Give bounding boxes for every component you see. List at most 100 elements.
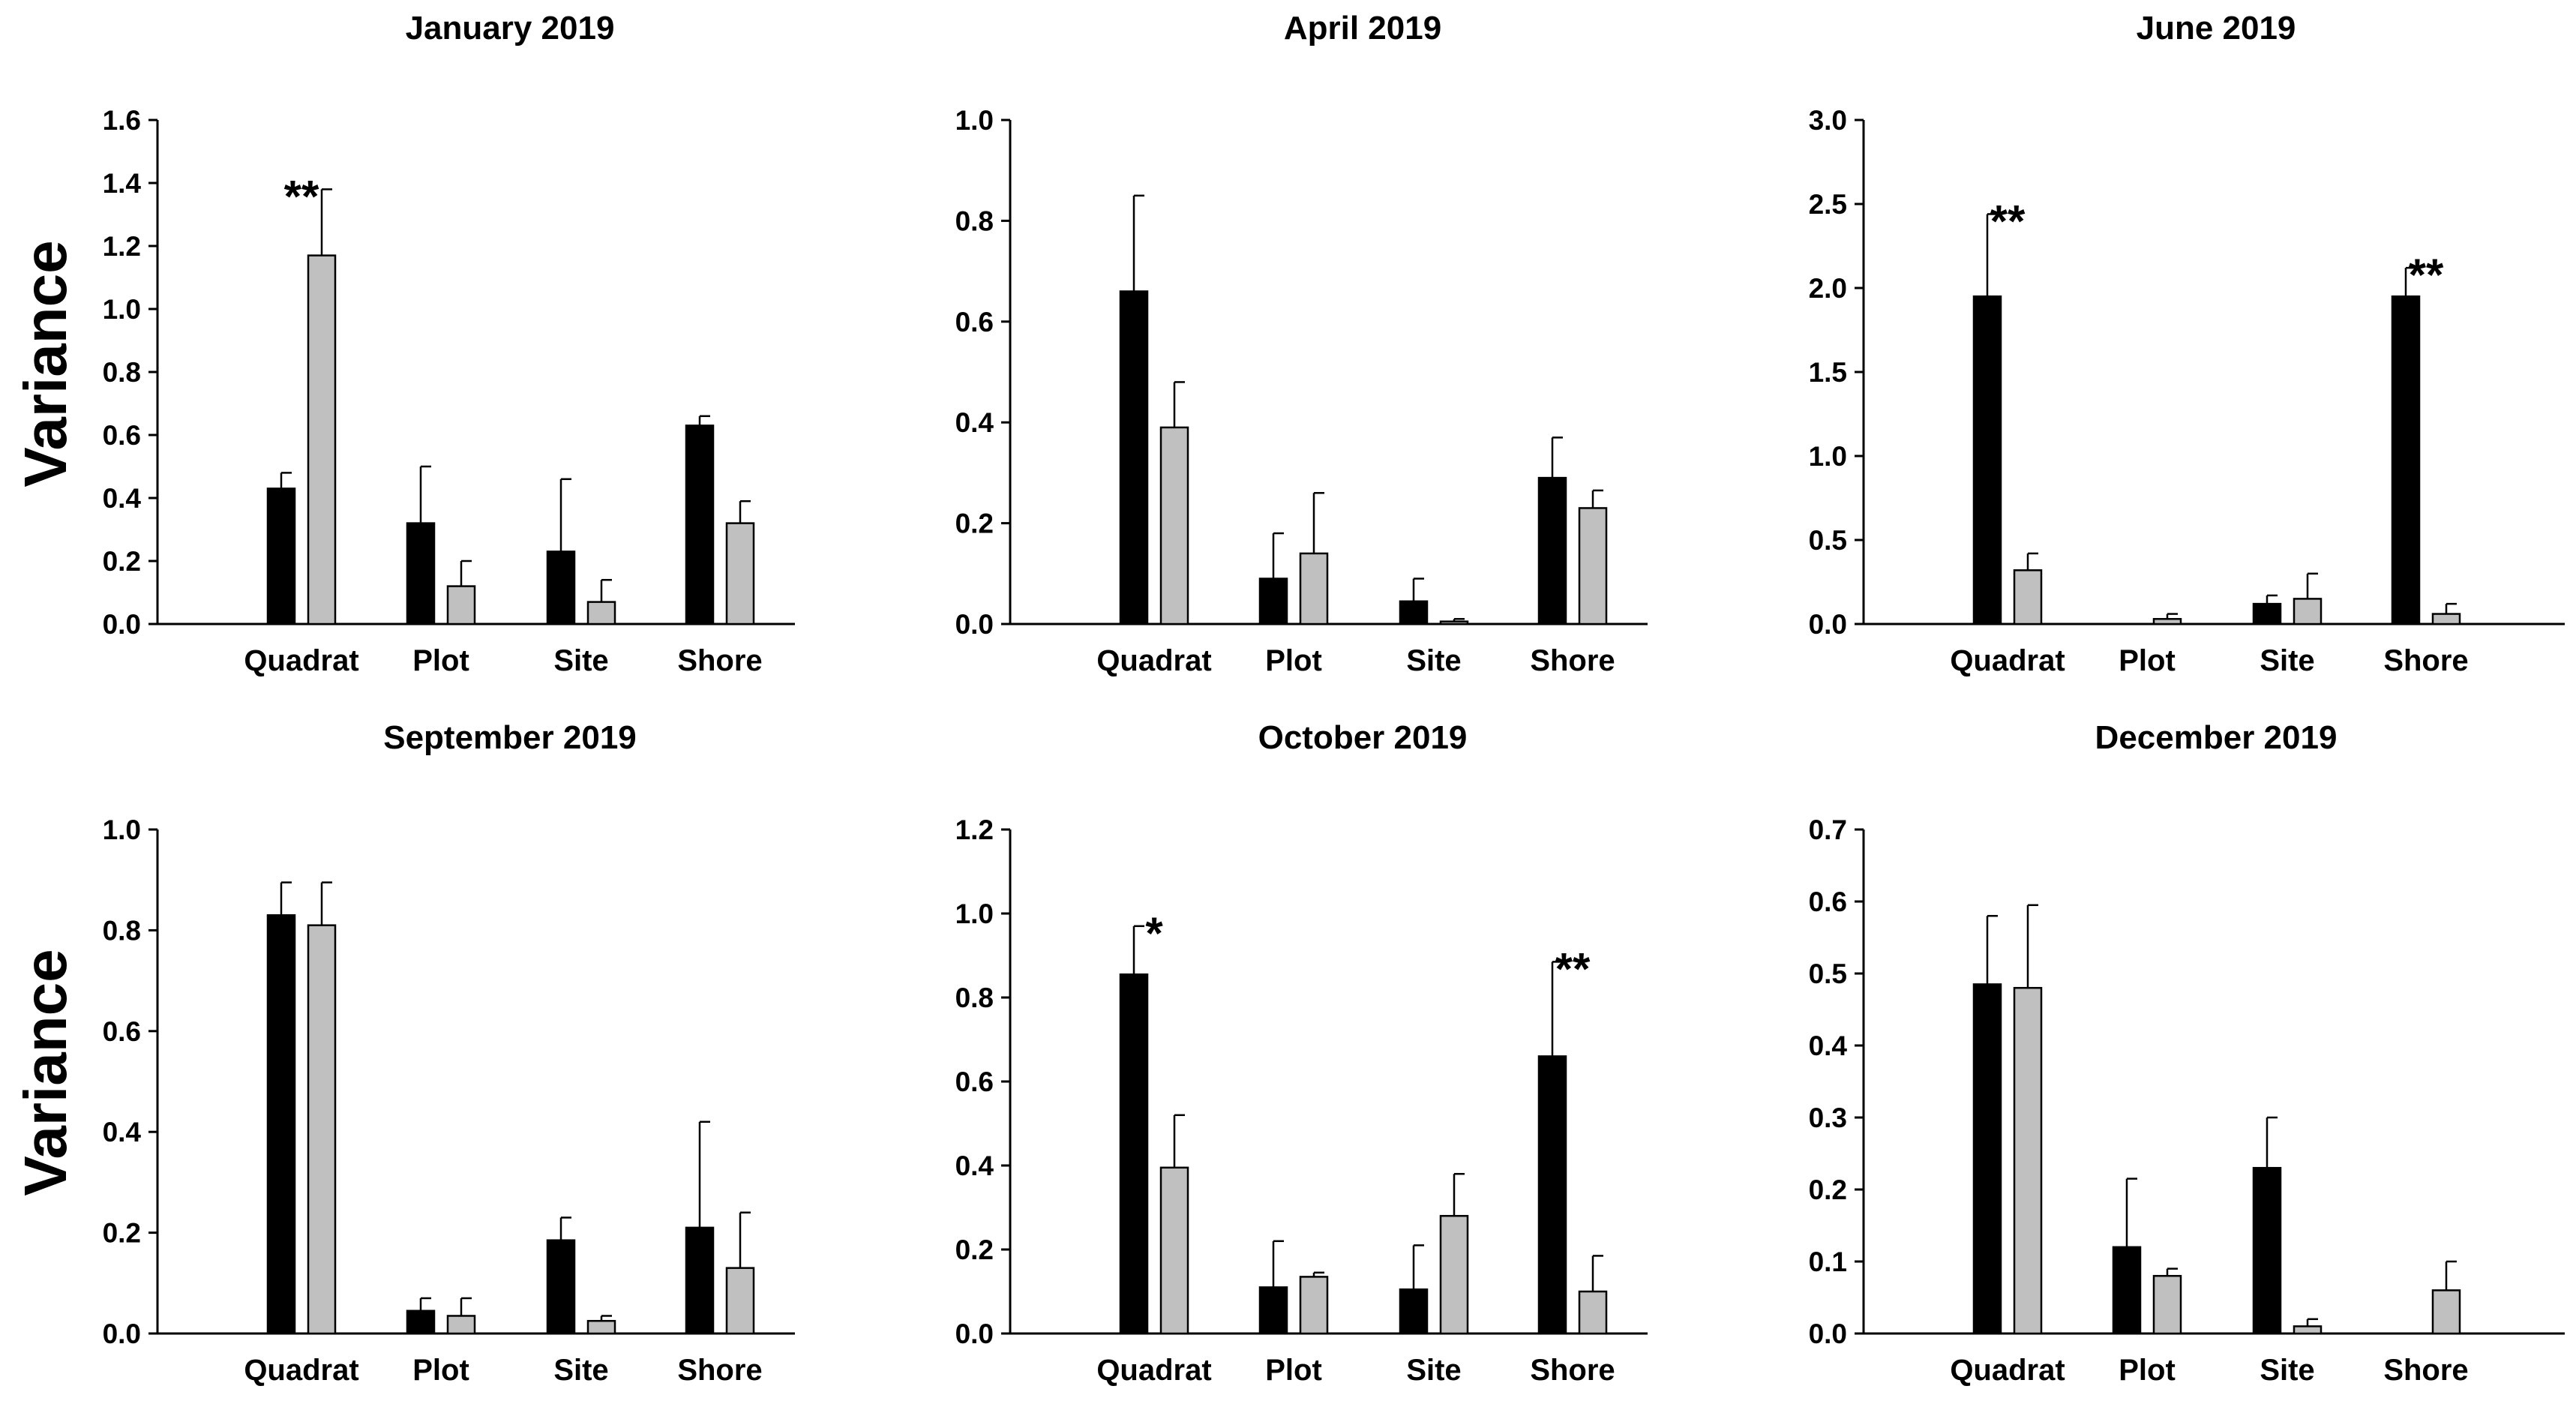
bar-grey	[725, 1267, 755, 1335]
bar-grey	[1578, 1290, 1608, 1335]
y-tick-label: 1.0	[955, 105, 994, 136]
y-tick-label: 0.2	[955, 508, 994, 539]
y-tick-label: 0.2	[1809, 1174, 1847, 1205]
y-tick-label: 0.0	[103, 609, 141, 640]
bar-grey	[1439, 1214, 1469, 1335]
panel-april: April 2019 0.0 0.2 0.4 0.6 0.8 1.0 Quadrat Plot…	[955, 10, 1648, 677]
bar-grey	[586, 1319, 616, 1335]
significance-marker: **	[1990, 196, 2026, 246]
y-tick-label: 0.6	[955, 307, 994, 338]
category-label: Shore	[1530, 1354, 1615, 1387]
panel-january: January 2019 Variance 0.0 0.2 0.4 0.6 0.8 1.0…	[12, 10, 795, 677]
panel-title: October 2019	[1258, 719, 1468, 756]
bar-grey	[1439, 620, 1469, 626]
bar-black	[2112, 1246, 2142, 1335]
category-label: Shore	[677, 644, 762, 677]
bar-black	[266, 914, 296, 1335]
bar-black	[1258, 1286, 1288, 1335]
y-tick-label: 0.4	[103, 1117, 142, 1148]
y-tick-label: 0.0	[1809, 1318, 1847, 1349]
y-tick-label: 0.8	[955, 982, 994, 1013]
panel-title: December 2019	[2095, 719, 2338, 756]
category-label: Plot	[1265, 1354, 1322, 1387]
y-tick-label: 0.8	[103, 915, 141, 946]
significance-marker: **	[284, 171, 319, 221]
significance-marker: *	[1145, 908, 1163, 958]
category-label: Shore	[677, 1354, 762, 1387]
category-label: Site	[1406, 1354, 1461, 1387]
y-tick-label: 0.7	[1809, 814, 1847, 845]
bar-grey	[307, 254, 337, 626]
panel-title: September 2019	[383, 719, 637, 756]
bar-grey	[586, 601, 616, 626]
category-label: Quadrat	[244, 644, 358, 677]
category-label: Plot	[1265, 644, 1322, 677]
y-tick-label: 1.0	[103, 814, 141, 845]
y-tick-label: 0.8	[103, 357, 141, 388]
panel-title: January 2019	[406, 10, 615, 46]
category-label: Site	[553, 644, 608, 677]
y-tick-label: 1.2	[955, 814, 994, 845]
y-tick-label: 1.0	[103, 294, 141, 325]
bar-grey	[2431, 613, 2461, 626]
y-axis-label: Variance	[12, 240, 79, 487]
y-tick-label: 0.2	[103, 546, 141, 577]
category-label: Quadrat	[1096, 644, 1211, 677]
y-tick-label: 0.0	[955, 1318, 994, 1349]
bar-black	[406, 1310, 436, 1335]
y-tick-label: 0.0	[1809, 609, 1847, 640]
bar-black	[1119, 290, 1149, 626]
y-tick-label: 0.6	[103, 1016, 141, 1047]
bar-grey	[2293, 598, 2323, 626]
y-tick-label: 0.0	[955, 609, 994, 640]
y-tick-label: 0.4	[955, 1150, 994, 1181]
category-label: Shore	[2383, 644, 2468, 677]
y-tick-label: 1.4	[103, 168, 142, 199]
y-tick-label: 3.0	[1809, 105, 1847, 136]
bar-black	[2391, 295, 2421, 626]
bar-grey	[1299, 552, 1329, 626]
panel-june: June 2019 0.0 0.5 1.0 1.5 2.0 2.5 3.0 Quadrat **…	[1809, 10, 2565, 677]
bar-grey	[2013, 986, 2043, 1335]
category-label: Plot	[412, 644, 469, 677]
y-tick-label: 0.5	[1809, 958, 1847, 989]
panel-title: April 2019	[1284, 10, 1441, 46]
bar-grey	[1159, 1166, 1189, 1335]
category-label: Site	[2260, 644, 2314, 677]
bar-grey	[1578, 507, 1608, 626]
y-tick-label: 1.2	[103, 231, 141, 262]
y-tick-label: 0.2	[103, 1218, 141, 1249]
category-label: Shore	[2383, 1354, 2468, 1387]
bar-grey	[2152, 1274, 2182, 1335]
category-label: Quadrat	[244, 1354, 358, 1387]
category-label: Plot	[2119, 644, 2176, 677]
bar-black	[1258, 578, 1288, 626]
category-label: Plot	[2119, 1354, 2176, 1387]
y-tick-label: 1.0	[955, 898, 994, 929]
category-label: Site	[1406, 644, 1461, 677]
panel-title: June 2019	[2137, 10, 2296, 46]
bar-grey	[2431, 1289, 2461, 1335]
bar-black	[2252, 1166, 2282, 1335]
bar-grey	[725, 522, 755, 626]
bar-grey	[2152, 618, 2182, 626]
bar-black	[266, 488, 296, 626]
bar-black	[546, 550, 576, 626]
bar-grey	[1299, 1276, 1329, 1335]
panel-december: December 2019 0.0 0.1 0.2 0.3 0.4 0.5 0.6 0.7 Qu…	[1809, 719, 2565, 1387]
significance-marker: **	[1555, 944, 1591, 994]
category-label: Site	[553, 1354, 608, 1387]
y-tick-label: 2.0	[1809, 273, 1847, 304]
y-tick-label: 1.0	[1809, 441, 1847, 472]
bar-black	[546, 1239, 576, 1335]
bar-black	[1537, 476, 1567, 626]
bar-grey	[1159, 426, 1189, 626]
bar-black	[1537, 1055, 1567, 1335]
bar-grey	[2013, 569, 2043, 626]
bar-black	[1399, 1288, 1429, 1335]
y-tick-label: 2.5	[1809, 189, 1847, 220]
y-tick-label: 0.0	[103, 1318, 141, 1349]
bar-black	[1972, 295, 2002, 626]
y-tick-label: 0.6	[1809, 886, 1847, 917]
